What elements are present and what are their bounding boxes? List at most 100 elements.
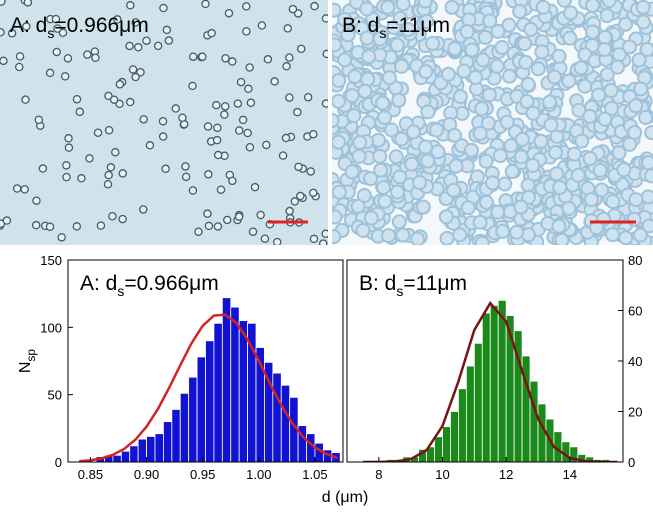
- particle: [592, 162, 608, 178]
- particle: [551, 218, 567, 234]
- bar: [179, 392, 190, 463]
- particle: [347, 69, 363, 85]
- particle: [164, 36, 174, 45]
- particle: [495, 223, 511, 239]
- particle: [375, 95, 391, 111]
- particle: [220, 102, 230, 111]
- particle: [633, 81, 649, 97]
- particle: [60, 72, 70, 81]
- particle: [533, 133, 549, 149]
- bar: [188, 376, 198, 463]
- bar: [489, 305, 499, 463]
- particle: [447, 127, 463, 143]
- particle: [638, 109, 653, 125]
- particle: [439, 230, 455, 245]
- particle: [601, 0, 617, 9]
- particle: [285, 93, 294, 102]
- particle: [561, 200, 577, 216]
- particle: [309, 234, 319, 244]
- particle: [562, 30, 578, 46]
- particle: [248, 227, 258, 236]
- particle: [64, 134, 73, 143]
- particle: [96, 221, 106, 230]
- particle: [509, 224, 525, 240]
- label-text: A: d: [80, 272, 117, 295]
- particle: [400, 22, 416, 38]
- particle: [188, 81, 197, 91]
- label-text: =0.966μm: [124, 272, 218, 295]
- particle: [293, 9, 303, 18]
- particle: [375, 179, 391, 195]
- particle: [430, 144, 446, 160]
- bar: [120, 450, 131, 463]
- particle: [64, 143, 74, 152]
- particle: [293, 107, 302, 117]
- particle: [310, 1, 319, 11]
- particle: [115, 80, 125, 89]
- particle: [21, 95, 30, 104]
- bar: [529, 380, 539, 463]
- panel-label: A: ds=0.966μm: [80, 272, 219, 299]
- bar: [137, 438, 147, 463]
- particle: [639, 42, 653, 58]
- particle: [257, 21, 267, 30]
- bar: [238, 320, 248, 463]
- bar: [213, 322, 223, 463]
- particle: [344, 88, 360, 104]
- particle: [372, 31, 388, 47]
- particle: [373, 162, 389, 178]
- particle: [72, 94, 82, 104]
- particle: [605, 194, 621, 210]
- label-text: =0.966μm: [54, 14, 148, 37]
- particle: [262, 140, 271, 150]
- x-tick-label: 0.85: [78, 467, 103, 482]
- particle: [360, 71, 376, 87]
- particle: [250, 182, 260, 192]
- bar: [458, 388, 467, 463]
- particle: [296, 191, 305, 201]
- particle: [22, 22, 31, 31]
- particle: [15, 52, 25, 61]
- particle: [585, 0, 601, 13]
- particle: [321, 229, 328, 239]
- particle: [244, 84, 253, 94]
- particle: [363, 210, 379, 226]
- particle: [38, 164, 48, 173]
- particle: [503, 138, 519, 154]
- particle: [125, 41, 134, 51]
- particle: [497, 176, 513, 192]
- particle: [523, 21, 539, 37]
- label-text: B: d: [359, 272, 396, 295]
- x-tick-label: 12: [499, 467, 513, 482]
- particle: [610, 59, 626, 75]
- particle: [93, 128, 103, 137]
- particle: [535, 0, 551, 15]
- x-tick-label: 10: [435, 467, 449, 482]
- particle: [332, 134, 346, 150]
- bar: [146, 436, 156, 463]
- particle: [448, 158, 464, 174]
- particle: [392, 10, 408, 26]
- particle: [178, 113, 187, 123]
- particle: [490, 204, 506, 220]
- particle: [394, 131, 410, 147]
- x-tick-label: 1.00: [246, 467, 271, 482]
- particle: [270, 77, 279, 86]
- particle: [2, 216, 12, 225]
- particle: [91, 53, 100, 63]
- particle: [263, 55, 273, 64]
- particle: [340, 27, 356, 43]
- particle: [238, 115, 248, 125]
- particle: [332, 229, 342, 245]
- particle: [389, 184, 405, 200]
- particle: [415, 199, 431, 215]
- particle: [303, 92, 313, 102]
- particle: [203, 209, 212, 218]
- particle: [272, 237, 282, 245]
- particle: [245, 143, 255, 152]
- label-sub: s: [379, 25, 386, 41]
- particle: [512, 3, 528, 19]
- particle: [474, 101, 490, 117]
- particle: [83, 50, 92, 59]
- fit-curve: [362, 301, 618, 462]
